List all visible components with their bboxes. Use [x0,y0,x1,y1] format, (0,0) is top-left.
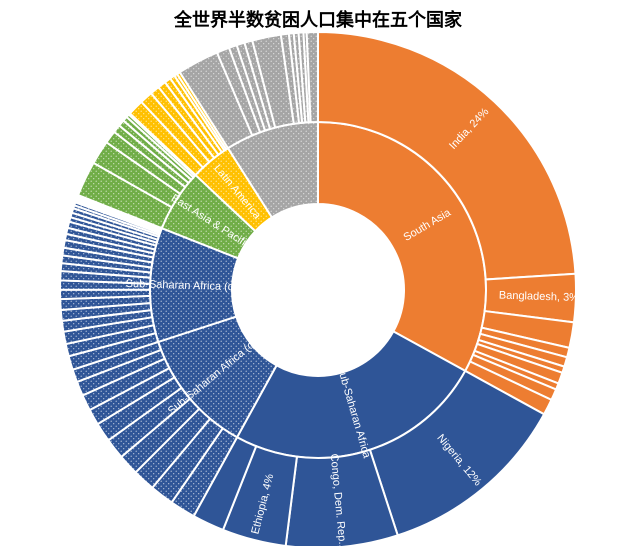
region-segment-6 [226,120,319,219]
leaf-segment-3-0-5 [59,294,152,312]
leaf-label-0-1: Bangladesh, 3% [499,290,580,305]
region-segment-3 [149,226,240,344]
leaf-segment-0-0 [317,30,577,281]
chart-title: 全世界半数贫困人口集中在五个国家 [174,10,462,31]
leaf-segment-6-0-11 [305,30,319,124]
region-label-3: Sub-Saharan Africa (other) [126,278,257,294]
